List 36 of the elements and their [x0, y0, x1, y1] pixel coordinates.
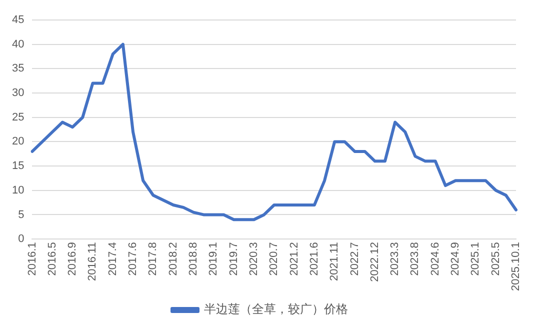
x-tick-label: 2017.8 [147, 242, 160, 276]
x-tick-label: 2023.3 [389, 242, 402, 276]
x-tick-label: 2016.9 [66, 242, 79, 276]
x-tick-label: 2025.10.1 [510, 242, 522, 291]
x-tick-label: 2016.5 [46, 242, 58, 276]
x-tick-label: 2021.11 [328, 242, 341, 282]
y-tick-label: 20 [12, 136, 24, 148]
y-tick-label: 35 [12, 62, 24, 75]
x-tick-label: 2018.8 [188, 242, 200, 276]
x-tick-label: 2017.6 [127, 242, 140, 276]
x-tick-label: 2025.5 [490, 242, 502, 276]
y-tick-label: 15 [12, 160, 24, 172]
x-tick-label: 2021.2 [288, 242, 300, 276]
y-tick-label: 0 [18, 233, 24, 246]
x-tick-label: 2021.6 [308, 242, 320, 276]
x-tick-label: 2020.7 [268, 242, 280, 276]
legend-label: 半边莲（全草，较广）价格 [204, 302, 348, 316]
x-tick-label: 2022.7 [348, 242, 361, 276]
x-tick-label: 2018.2 [167, 242, 180, 276]
x-tick-label: 2025.1 [470, 242, 482, 276]
x-tick-label: 2020.3 [248, 242, 260, 276]
x-tick-label: 2023.8 [409, 242, 422, 276]
x-tick-label: 2019.7 [228, 242, 240, 276]
y-tick-label: 5 [18, 208, 24, 221]
x-tick-label: 2022.12 [368, 242, 381, 282]
y-tick-label: 10 [12, 184, 24, 196]
y-tick-label: 40 [12, 38, 24, 50]
x-tick-label: 2016.1 [26, 242, 38, 276]
x-tick-label: 2019.1 [208, 242, 220, 276]
x-tick-label: 2024.9 [450, 242, 462, 276]
y-tick-label: 30 [12, 87, 24, 100]
y-tick-label: 25 [12, 111, 24, 124]
x-tick-label: 2016.11 [86, 242, 99, 282]
y-tick-label: 45 [12, 14, 24, 26]
x-tick-label: 2017.4 [106, 242, 119, 276]
x-tick-label: 2024.6 [429, 242, 442, 276]
